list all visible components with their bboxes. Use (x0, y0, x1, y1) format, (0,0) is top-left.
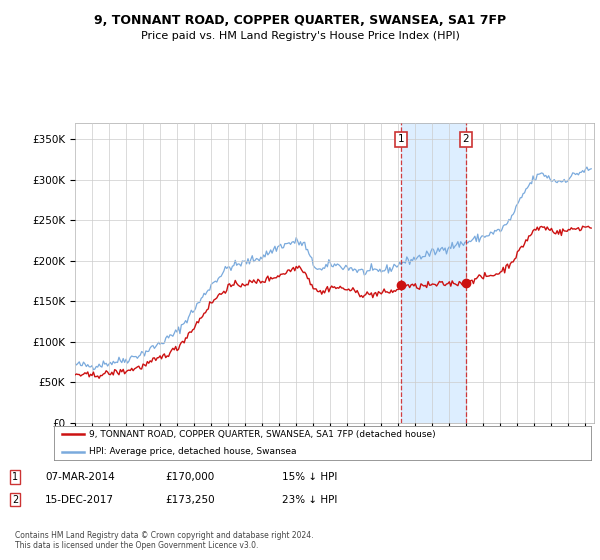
Text: £173,250: £173,250 (165, 494, 215, 505)
Text: 1: 1 (398, 134, 404, 144)
Text: HPI: Average price, detached house, Swansea: HPI: Average price, detached house, Swan… (89, 447, 296, 456)
Text: 07-MAR-2014: 07-MAR-2014 (45, 472, 115, 482)
Text: 2: 2 (463, 134, 469, 144)
Text: Price paid vs. HM Land Registry's House Price Index (HPI): Price paid vs. HM Land Registry's House … (140, 31, 460, 41)
Text: Contains HM Land Registry data © Crown copyright and database right 2024.
This d: Contains HM Land Registry data © Crown c… (15, 531, 314, 550)
Text: 15-DEC-2017: 15-DEC-2017 (45, 494, 114, 505)
Text: 23% ↓ HPI: 23% ↓ HPI (282, 494, 337, 505)
Text: £170,000: £170,000 (165, 472, 214, 482)
Bar (401, 123, 466, 423)
Text: 15% ↓ HPI: 15% ↓ HPI (282, 472, 337, 482)
Text: 9, TONNANT ROAD, COPPER QUARTER, SWANSEA, SA1 7FP (detached house): 9, TONNANT ROAD, COPPER QUARTER, SWANSEA… (89, 430, 436, 439)
Text: 1: 1 (12, 472, 18, 482)
Text: 9, TONNANT ROAD, COPPER QUARTER, SWANSEA, SA1 7FP: 9, TONNANT ROAD, COPPER QUARTER, SWANSEA… (94, 14, 506, 27)
Text: 2: 2 (12, 494, 18, 505)
